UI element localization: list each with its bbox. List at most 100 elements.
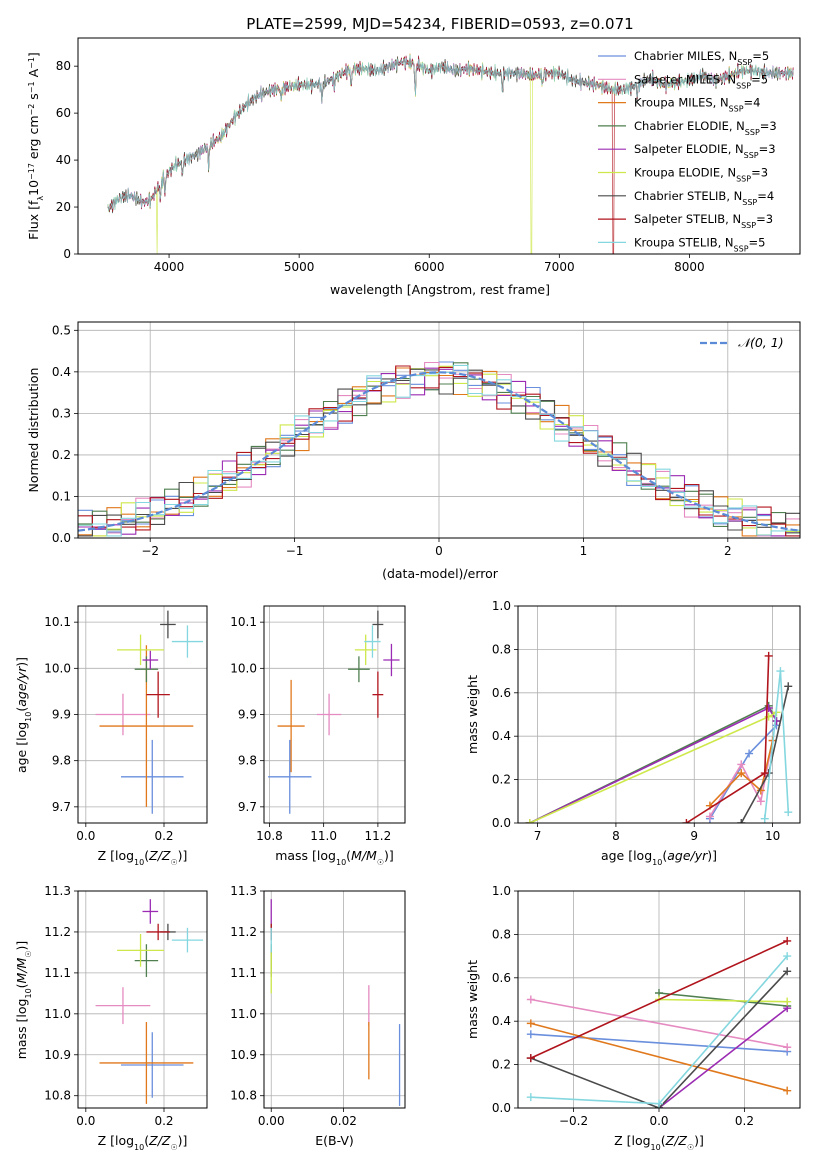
- errorbar-point: [121, 1032, 184, 1098]
- normal-curve: [78, 371, 800, 532]
- y-axis-label: mass weight: [465, 960, 480, 1039]
- x-tick-label: 5000: [284, 260, 315, 274]
- errorbar-point: [372, 671, 384, 718]
- y-tick-label: 10.0: [230, 661, 257, 675]
- plot-area-spectrum: [107, 53, 794, 254]
- y-tick-label: 0.0: [492, 816, 511, 830]
- y-tick-label: 9.8: [52, 754, 71, 768]
- x-tick-label: 10: [765, 829, 780, 843]
- weight-line: [530, 970, 788, 1108]
- y-tick-label: 0.0: [52, 531, 71, 545]
- y-tick-label: 10.9: [230, 1048, 257, 1062]
- y-axis-label: mass [log10(M/M☉)]: [14, 941, 33, 1060]
- x-tick-label: 0.0: [76, 1114, 95, 1128]
- x-axis-label: E(B-V): [315, 1133, 354, 1148]
- weight-marker: [783, 952, 792, 961]
- weight-marker: [756, 797, 765, 806]
- y-tick-label: 0.6: [492, 686, 511, 700]
- weight-marker: [784, 682, 793, 691]
- x-tick-label: 9: [690, 829, 698, 843]
- weight-line: [530, 998, 788, 1048]
- weight-marker: [776, 667, 785, 676]
- errorbar-point: [364, 625, 381, 658]
- weight-marker: [745, 749, 754, 758]
- axes-frame: [77, 890, 208, 1109]
- y-tick-label: 0.8: [492, 927, 511, 941]
- weight-marker: [764, 651, 773, 660]
- weight-marker: [525, 819, 534, 823]
- errorbar-point: [277, 679, 305, 773]
- weight-line: [658, 1007, 788, 1108]
- weight-marker: [760, 814, 769, 823]
- y-tick-label: 9.7: [52, 800, 71, 814]
- panel-age-vs-Z: 0.0 0.2 9.7 9.8 9.9 10.0 10.1 Z [log10(Z/Z☉)] ag…: [14, 605, 208, 867]
- weight-line: [764, 671, 790, 819]
- y-tick-label: 0.2: [52, 448, 71, 462]
- x-tick-label: −1: [286, 544, 304, 558]
- weight-marker: [764, 703, 773, 712]
- y-tick-label: 0.1: [52, 489, 71, 503]
- y-tick-label: 20: [56, 200, 71, 214]
- errorbar-point: [95, 693, 151, 736]
- y-tick-label: 0.3: [52, 406, 71, 420]
- y-tick-label: 60: [56, 106, 71, 120]
- legend-label: Kroupa STELIB, NSSP=5: [634, 235, 765, 253]
- errorbar-point: [383, 643, 400, 677]
- y-tick-label: 9.7: [238, 800, 257, 814]
- y-tick-label: 10.8: [44, 1089, 71, 1103]
- y-tick-label: 0.2: [492, 1058, 511, 1072]
- errorbar-point: [99, 1022, 194, 1104]
- weight-marker: [526, 995, 535, 1004]
- y-tick-label: 40: [56, 153, 71, 167]
- weight-marker: [526, 1054, 535, 1063]
- y-tick-label: 11.3: [230, 884, 257, 898]
- panel-mass-vs-ebv: 0.00 0.02 10.8 10.9 11.0 11.1 11.2 11.3 E(B-V): [230, 884, 406, 1148]
- weight-marker: [682, 819, 691, 823]
- x-tick-label: 0.2: [154, 1114, 173, 1128]
- y-tick-label: 1.0: [492, 599, 511, 613]
- legend-label: Chabrier ELODIE, NSSP=3: [634, 119, 777, 137]
- weight-marker: [783, 1086, 792, 1095]
- y-tick-label: 0.8: [492, 642, 511, 656]
- x-tick-label: 11.0: [310, 829, 337, 843]
- y-tick-label: 11.1: [44, 966, 71, 980]
- weight-marker: [737, 769, 746, 778]
- x-tick-label: 0.0: [649, 1114, 668, 1128]
- x-tick-label: 11.2: [365, 829, 392, 843]
- x-axis-label: Z [log10(Z/Z☉)]: [614, 1133, 704, 1152]
- x-tick-label: −2: [141, 544, 159, 558]
- y-tick-label: 9.8: [238, 754, 257, 768]
- weight-marker: [737, 819, 746, 823]
- y-tick-label: 11.2: [230, 925, 257, 939]
- x-tick-label: 0.2: [154, 829, 173, 843]
- x-tick-label: 7000: [544, 260, 575, 274]
- x-axis-label: Z [log10(Z/Z☉)]: [98, 848, 188, 867]
- y-axis-label: mass weight: [465, 675, 480, 754]
- y-tick-label: 10.0: [44, 661, 71, 675]
- x-tick-label: 0: [435, 544, 443, 558]
- x-axis-label: wavelength [Angstrom, rest frame]: [330, 282, 550, 297]
- errorbar-point: [372, 610, 384, 639]
- panel-histogram: −2 −1 0 1 2 0.0 0.1 0.2 0.3 0.4 0.5 𝒩(0, 1) (data-mo…: [26, 321, 801, 581]
- y-axis-label: Normed distribution: [26, 368, 41, 493]
- weight-marker: [705, 812, 714, 821]
- weight-line: [530, 1022, 788, 1092]
- spectrum-legend: Chabrier MILES, NSSP=5 Salpeter MILES, NS…: [598, 49, 777, 253]
- weight-marker: [655, 1099, 663, 1108]
- panel-age-vs-mass: 10.8 11.0 11.2 9.7 9.8 9.9 10.0 10.1 mass [log10…: [230, 605, 406, 867]
- y-axis-label: age [log10(age/yr)]: [14, 657, 33, 773]
- weight-line: [530, 1033, 788, 1053]
- x-tick-label: −0.2: [559, 1114, 588, 1128]
- spectrum-line: [107, 54, 794, 212]
- errorbar-point: [354, 634, 377, 666]
- axes-frame: [77, 37, 801, 255]
- panel-mass-weight-vs-Z: −0.2 0.0 0.2 0.0 0.2 0.4 0.6 0.8 1.0 Z [log10(Z/Z…: [465, 884, 801, 1152]
- weight-line: [658, 992, 788, 1007]
- errorbar-point: [171, 625, 204, 658]
- x-tick-label: 0.02: [330, 1114, 357, 1128]
- legend-label: 𝒩(0, 1): [738, 335, 784, 350]
- y-axis-label: Flux [fλ10−17 erg cm−2 s−1 A−1]: [26, 52, 45, 240]
- x-tick-label: 7: [534, 829, 542, 843]
- y-tick-label: 0.4: [52, 365, 71, 379]
- panel-spectrum: 4000 5000 6000 7000 8000 0 20 40 60 80 Chabrier MI…: [26, 37, 801, 297]
